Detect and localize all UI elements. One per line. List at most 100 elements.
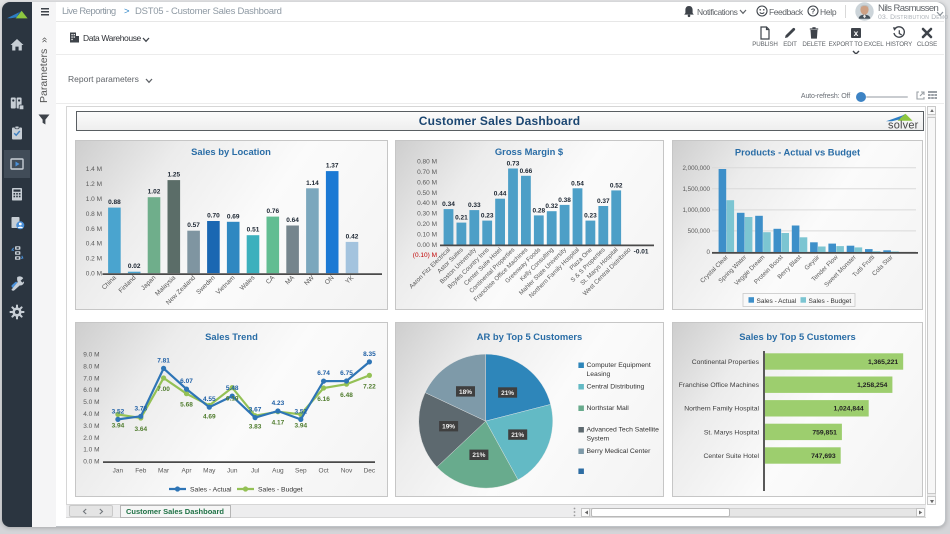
svg-text:1.4 M: 1.4 M — [86, 166, 102, 173]
svg-text:0.21: 0.21 — [455, 215, 468, 222]
svg-text:Sales - Actual: Sales - Actual — [757, 298, 797, 305]
svg-text:ON: ON — [324, 274, 336, 286]
svg-text:Northern Family Hospital: Northern Family Hospital — [684, 406, 759, 413]
svg-text:Franchise Office Machines: Franchise Office Machines — [679, 382, 760, 389]
svg-text:1.14: 1.14 — [306, 180, 319, 187]
svg-text:Apr: Apr — [181, 468, 192, 475]
svg-text:Products - Actual vs Budget: Products - Actual vs Budget — [735, 147, 860, 158]
svg-text:9.0 M: 9.0 M — [83, 352, 99, 359]
svg-text:0.60 M: 0.60 M — [417, 179, 437, 186]
svg-text:4.69: 4.69 — [203, 414, 216, 421]
svg-text:0.70 M: 0.70 M — [417, 169, 437, 176]
svg-text:1,500,000: 1,500,000 — [682, 186, 710, 193]
svg-text:21%: 21% — [511, 432, 524, 439]
svg-text:(0.10) M: (0.10) M — [413, 252, 437, 259]
svg-text:0.0 M: 0.0 M — [83, 459, 99, 466]
svg-text:Berry Medical Center: Berry Medical Center — [587, 448, 652, 455]
svg-text:0.28: 0.28 — [532, 207, 545, 214]
svg-text:1.0 M: 1.0 M — [86, 196, 102, 203]
svg-text:AR by Top 5 Customers: AR by Top 5 Customers — [477, 331, 583, 342]
svg-text:Sep: Sep — [295, 468, 307, 475]
svg-text:Gross Margin $: Gross Margin $ — [495, 146, 564, 157]
svg-text:0.34: 0.34 — [442, 201, 455, 208]
svg-text:Continental Properties: Continental Properties — [692, 359, 760, 366]
svg-text:3.94: 3.94 — [294, 422, 307, 429]
svg-text:0.33: 0.33 — [468, 202, 481, 209]
svg-text:5.48: 5.48 — [226, 385, 239, 392]
svg-text:0.66: 0.66 — [520, 168, 533, 175]
svg-text:0.52: 0.52 — [610, 182, 623, 189]
svg-text:3.52: 3.52 — [112, 408, 125, 415]
svg-text:x: x — [854, 28, 859, 38]
svg-text:0.44: 0.44 — [494, 191, 507, 198]
svg-text:6.74: 6.74 — [317, 370, 330, 377]
svg-text:0.6 M: 0.6 M — [86, 226, 102, 233]
svg-text:0.69: 0.69 — [227, 213, 240, 220]
svg-text:7.00: 7.00 — [157, 386, 170, 393]
svg-text:21%: 21% — [472, 452, 485, 459]
svg-text:0.57: 0.57 — [187, 222, 200, 229]
svg-text:1,258,254: 1,258,254 — [857, 382, 887, 389]
svg-text:0.38: 0.38 — [558, 197, 571, 204]
svg-text:747,693: 747,693 — [811, 453, 836, 460]
svg-text:3.67: 3.67 — [249, 407, 262, 414]
svg-text:Mar: Mar — [158, 468, 170, 475]
svg-text:0.32: 0.32 — [545, 203, 558, 210]
svg-text:0.02: 0.02 — [128, 263, 141, 270]
svg-text:7.22: 7.22 — [363, 383, 376, 390]
svg-text:6.0 M: 6.0 M — [83, 387, 99, 394]
svg-text:Computer Equipment: Computer Equipment — [587, 362, 651, 369]
svg-text:3.83: 3.83 — [249, 424, 262, 431]
svg-text:500,000: 500,000 — [688, 228, 711, 235]
svg-text:Center Suite Hotel: Center Suite Hotel — [703, 453, 759, 460]
svg-text:Sales Trend: Sales Trend — [205, 331, 258, 342]
svg-text:Jan: Jan — [113, 468, 124, 475]
svg-text:4.17: 4.17 — [272, 420, 285, 427]
svg-text:0.10 M: 0.10 M — [417, 231, 437, 238]
svg-text:0.64: 0.64 — [286, 217, 299, 224]
svg-text:6.19: 6.19 — [226, 396, 239, 403]
svg-text:0.8 M: 0.8 M — [86, 211, 102, 218]
svg-text:MA: MA — [284, 274, 296, 286]
svg-text:Sales - Actual: Sales - Actual — [190, 486, 232, 493]
svg-text:CA: CA — [265, 274, 277, 286]
svg-text:Nov: Nov — [341, 468, 353, 475]
svg-text:0.23: 0.23 — [584, 213, 597, 220]
svg-text:7.0 M: 7.0 M — [83, 375, 99, 382]
svg-text:Dec: Dec — [364, 468, 376, 475]
svg-text:YK: YK — [344, 274, 356, 286]
svg-text:Sales by Top 5 Customers: Sales by Top 5 Customers — [739, 331, 856, 342]
svg-text:0.20 M: 0.20 M — [417, 221, 437, 228]
svg-text:0.54: 0.54 — [571, 180, 584, 187]
svg-text:Feb: Feb — [135, 468, 147, 475]
svg-text:Vietnam: Vietnam — [215, 274, 237, 296]
svg-text:Jun: Jun — [227, 468, 238, 475]
svg-text:Sales - Budget: Sales - Budget — [809, 298, 852, 305]
svg-text:2,000,000: 2,000,000 — [682, 165, 710, 172]
svg-text:0.4 M: 0.4 M — [86, 241, 102, 248]
svg-text:5.0 M: 5.0 M — [83, 399, 99, 406]
svg-text:0.23: 0.23 — [481, 213, 494, 220]
svg-text:0.00 M: 0.00 M — [417, 242, 437, 249]
svg-text:18%: 18% — [459, 389, 472, 396]
svg-text:3.0 M: 3.0 M — [83, 423, 99, 430]
svg-text:0.76: 0.76 — [266, 208, 279, 215]
svg-text:4.0 M: 4.0 M — [83, 411, 99, 418]
svg-text:1.37: 1.37 — [326, 163, 339, 170]
svg-text:3.94: 3.94 — [112, 422, 125, 429]
svg-text:1.02: 1.02 — [148, 189, 161, 196]
svg-text:0.51: 0.51 — [247, 227, 260, 234]
svg-text:759,851: 759,851 — [812, 429, 837, 436]
svg-text:Finland: Finland — [118, 274, 138, 294]
svg-text:8.35: 8.35 — [363, 351, 376, 358]
svg-text:4.55: 4.55 — [203, 396, 216, 403]
svg-text:0: 0 — [707, 249, 711, 256]
svg-text:6.75: 6.75 — [340, 370, 353, 377]
svg-text:3.52: 3.52 — [294, 408, 307, 415]
svg-text:0.70: 0.70 — [207, 213, 220, 220]
svg-text:7.81: 7.81 — [157, 357, 170, 364]
svg-text:6.07: 6.07 — [180, 378, 193, 385]
svg-text:6.16: 6.16 — [317, 396, 330, 403]
svg-text:Sweden: Sweden — [195, 274, 217, 296]
svg-text:0.42: 0.42 — [346, 233, 359, 240]
